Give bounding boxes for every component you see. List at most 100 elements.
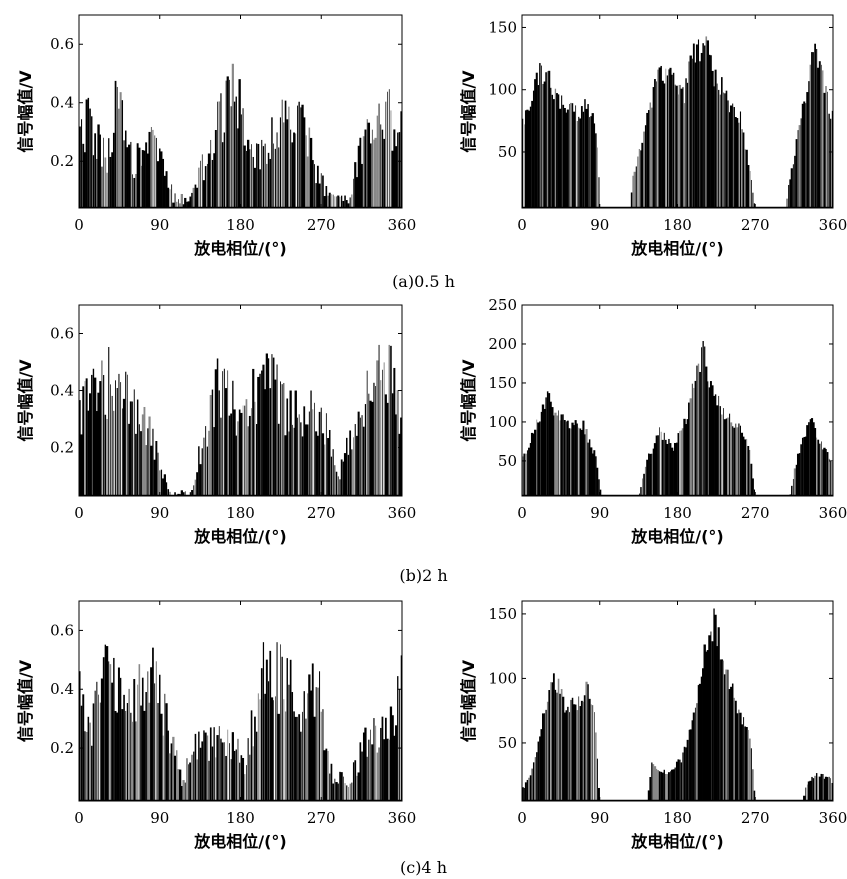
bar: [708, 387, 711, 496]
bar: [696, 703, 698, 801]
bar: [691, 383, 693, 496]
bar: [337, 195, 340, 208]
bar: [80, 434, 83, 496]
bar: [548, 70, 551, 209]
bar: [571, 422, 574, 496]
bar: [177, 769, 180, 801]
bar: [205, 426, 207, 496]
bar: [719, 94, 721, 208]
bar: [211, 159, 214, 208]
bar: [395, 414, 398, 496]
bar: [259, 373, 261, 496]
bar: [655, 768, 658, 801]
bar: [323, 750, 326, 801]
bar: [400, 417, 403, 496]
bar: [349, 783, 351, 801]
x-tick-label: 360: [388, 809, 417, 827]
bar: [269, 158, 272, 208]
bar: [805, 103, 807, 208]
bar: [242, 405, 244, 496]
bar: [820, 441, 822, 496]
bar: [246, 765, 247, 801]
bar: [96, 158, 98, 208]
bar: [252, 746, 254, 801]
bar: [668, 69, 670, 208]
bar: [561, 95, 563, 208]
bar: [386, 738, 389, 801]
bar: [153, 459, 156, 496]
bar: [813, 52, 815, 208]
bar: [332, 449, 334, 496]
bar: [579, 706, 582, 801]
bar: [82, 694, 85, 801]
bar: [529, 775, 532, 801]
bar: [316, 687, 319, 801]
bar: [553, 415, 555, 496]
bar: [658, 67, 661, 208]
bar: [311, 160, 314, 208]
bar: [828, 458, 831, 496]
bar: [243, 145, 246, 208]
y-tick-label: 0.6: [50, 35, 74, 53]
bar: [820, 773, 823, 801]
bar: [543, 81, 546, 208]
bar: [138, 147, 141, 208]
bar: [383, 739, 386, 801]
bar: [320, 173, 322, 208]
bar: [301, 436, 304, 496]
bar: [257, 143, 260, 208]
bar: [235, 435, 237, 496]
bar: [329, 429, 331, 496]
bar: [252, 368, 255, 496]
bar: [341, 195, 343, 208]
bar: [247, 426, 249, 496]
bar: [116, 712, 119, 801]
bar: [809, 64, 812, 208]
bar: [753, 489, 756, 496]
x-tick-label: 90: [590, 809, 609, 827]
bar: [806, 784, 808, 801]
bar: [206, 446, 208, 496]
bar: [366, 119, 368, 208]
bar: [152, 647, 154, 801]
bar: [191, 490, 193, 496]
bar: [97, 392, 100, 496]
bar: [146, 153, 149, 208]
bar: [644, 125, 647, 208]
bar: [116, 86, 118, 208]
bar: [725, 90, 728, 208]
bar: [675, 85, 678, 208]
bar: [147, 428, 149, 496]
x-tick-label: 90: [150, 809, 169, 827]
bar: [269, 650, 272, 801]
bar: [125, 710, 127, 801]
bar: [532, 762, 535, 801]
bar: [380, 124, 382, 208]
bar: [730, 686, 733, 801]
bar: [247, 738, 249, 801]
bar: [386, 402, 389, 496]
bar: [556, 692, 558, 801]
bar: [814, 43, 817, 208]
bar: [145, 692, 147, 801]
bar: [723, 674, 727, 801]
x-tick-label: 360: [388, 504, 417, 522]
bar: [359, 417, 361, 496]
bar: [555, 415, 559, 496]
bar: [327, 195, 329, 208]
bar: [573, 111, 576, 208]
bar: [259, 699, 261, 801]
x-tick-label: 360: [388, 216, 417, 234]
bar: [711, 641, 714, 801]
bar: [168, 753, 172, 801]
bar: [257, 376, 260, 496]
bar: [201, 154, 203, 208]
bar: [303, 406, 306, 496]
bar: [351, 782, 353, 801]
bar: [540, 729, 543, 801]
bar: [744, 148, 746, 208]
bar: [250, 710, 253, 801]
bar: [194, 733, 197, 801]
bar: [391, 150, 394, 208]
bar: [598, 787, 600, 801]
